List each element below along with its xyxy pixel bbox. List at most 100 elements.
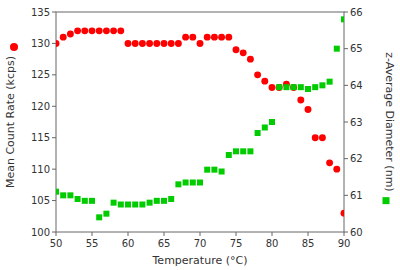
point (190, 180, 196, 186)
point (197, 40, 204, 47)
point (74, 27, 81, 34)
x-tick (92, 232, 93, 236)
point (168, 40, 175, 47)
point (218, 34, 225, 41)
point (262, 125, 268, 131)
x-tick-label: 60 (122, 238, 135, 249)
point (269, 84, 276, 91)
y2-tick-label: 61 (350, 190, 363, 201)
point (147, 200, 153, 206)
point (146, 40, 153, 47)
y2-tick-label: 65 (350, 43, 363, 54)
y2-tick (344, 122, 348, 123)
point (319, 82, 325, 88)
point (182, 34, 189, 41)
y-tick-label: 110 (31, 164, 50, 175)
point (60, 34, 67, 41)
point (305, 106, 312, 113)
y2-tick (344, 195, 348, 196)
axis-key-marker (10, 43, 18, 51)
x-tick (164, 232, 165, 236)
point (154, 198, 160, 204)
y2-axis: 60616263646566 (344, 7, 363, 238)
x-axis: 505560657075808590 (50, 232, 351, 249)
point (132, 202, 138, 208)
y2-tick-label: 62 (350, 153, 363, 164)
series-1 (56, 16, 344, 220)
y-tick (52, 43, 56, 44)
point (240, 148, 246, 154)
point (153, 40, 160, 47)
y-tick-label: 105 (31, 195, 50, 206)
point (103, 27, 110, 34)
y2-tick (344, 232, 348, 233)
point (197, 180, 203, 186)
point (298, 84, 304, 90)
x-tick (56, 232, 57, 236)
y2-axis-label: z-Average Diameter (nm) (383, 52, 396, 191)
y-tick-label: 125 (31, 69, 50, 80)
point (297, 97, 304, 104)
y-tick-label: 115 (31, 132, 50, 143)
x-tick (200, 232, 201, 236)
point (333, 166, 340, 173)
x-tick-label: 55 (86, 238, 99, 249)
point (60, 192, 66, 198)
point (327, 79, 333, 85)
point (175, 40, 182, 47)
y2-tick (344, 85, 348, 86)
point (247, 56, 254, 63)
point (269, 119, 275, 125)
y-tick (52, 74, 56, 75)
y2-tick-label: 60 (350, 227, 363, 238)
point (255, 130, 261, 136)
point (233, 148, 239, 154)
y-tick-label: 100 (31, 227, 50, 238)
y-tick-label: 120 (31, 101, 50, 112)
point (161, 198, 167, 204)
point (56, 189, 59, 195)
x-tick-label: 90 (338, 238, 351, 249)
point (341, 210, 344, 217)
point (168, 196, 174, 202)
point (240, 49, 247, 56)
point (82, 198, 88, 204)
x-tick (128, 232, 129, 236)
y2-tick (344, 48, 348, 49)
y2-tick-label: 63 (350, 117, 363, 128)
x-tick-label: 50 (50, 238, 63, 249)
x-tick-label: 85 (302, 238, 315, 249)
x-tick (236, 232, 237, 236)
point (139, 40, 146, 47)
point (67, 192, 73, 198)
point (103, 211, 109, 217)
point (254, 71, 261, 78)
point (111, 200, 117, 206)
point (139, 202, 145, 208)
point (312, 84, 318, 90)
y-tick (52, 106, 56, 107)
point (67, 31, 74, 38)
point (291, 84, 297, 90)
point (341, 16, 344, 22)
x-axis-label: Temperature (°C) (152, 254, 248, 267)
point (81, 27, 88, 34)
y-tick-label: 130 (31, 38, 50, 49)
point (89, 198, 95, 204)
point (326, 159, 333, 166)
point (204, 167, 210, 173)
y-tick (52, 200, 56, 201)
y-tick (52, 169, 56, 170)
x-tick (344, 232, 345, 236)
y-tick-label: 135 (31, 7, 50, 18)
point (247, 148, 253, 154)
y-axis: 100 105 110 115 120 125 130 135 (31, 7, 56, 238)
point (132, 40, 139, 47)
point (75, 196, 81, 202)
y-tick (52, 137, 56, 138)
point (110, 27, 117, 34)
axis-key-marker (383, 197, 390, 204)
point (276, 84, 282, 90)
point (183, 180, 189, 186)
x-tick-label: 70 (194, 238, 207, 249)
